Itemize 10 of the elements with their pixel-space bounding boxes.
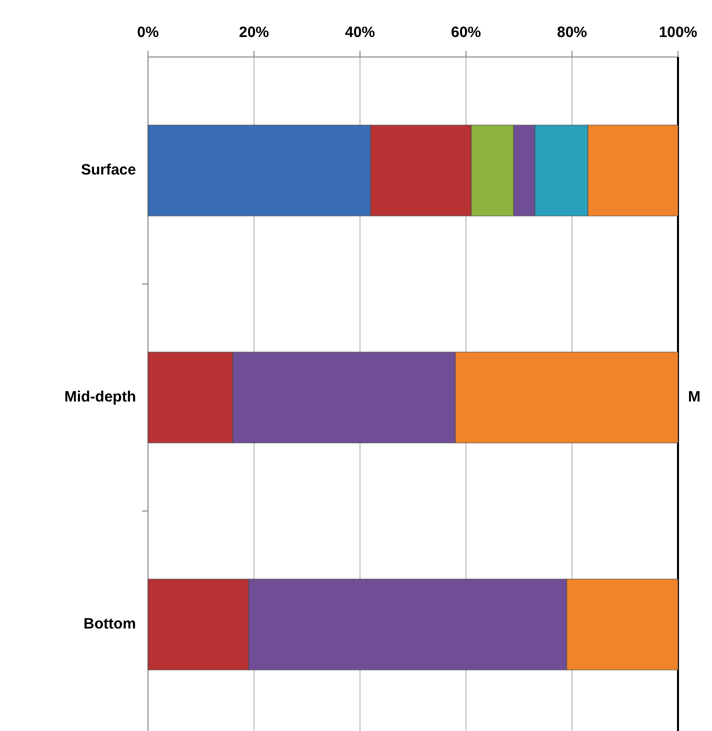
text: M	[688, 388, 700, 406]
y-tick-label: Bottom	[84, 615, 136, 632]
x-tick-label: 20%	[238, 24, 270, 41]
x-tick-label: 0%	[137, 24, 159, 41]
x-tick-label: 60%	[450, 24, 482, 41]
x-tick-label: 100%	[658, 24, 698, 41]
y-tick-label: Surface	[80, 161, 136, 178]
x-tick-label: 80%	[556, 24, 588, 41]
x-tick-label: 40%	[344, 24, 376, 41]
y-tick-label: Mid-depth	[64, 388, 136, 406]
